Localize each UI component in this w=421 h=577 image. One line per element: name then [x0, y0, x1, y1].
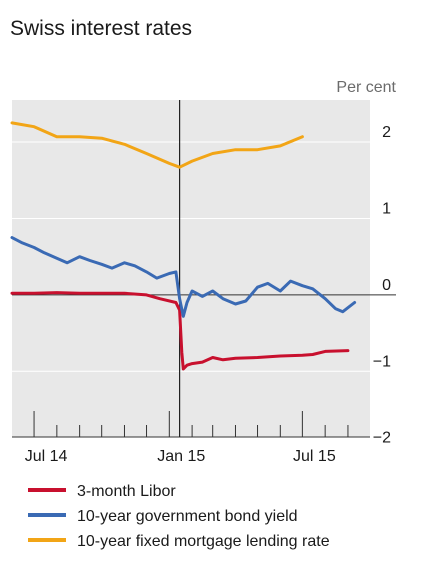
legend-label-bond-yield: 10-year government bond yield: [77, 508, 298, 525]
plot-area: [12, 100, 370, 437]
x-axis: Jul 14 Jan 15 Jul 15: [12, 411, 370, 465]
x-tick-label: Jul 14: [25, 448, 68, 465]
y-tick-label: −2: [373, 430, 391, 447]
legend-label-mortgage: 10-year fixed mortgage lending rate: [77, 533, 330, 550]
series-line-10-year-fixed-mortgage-lending-rate: [10, 121, 304, 169]
series-lines: [10, 121, 357, 371]
y-tick-label: −1: [373, 353, 391, 370]
series-line-3-month-libor: [10, 291, 350, 371]
series-line-10-year-government-bond-yield: [10, 236, 357, 318]
legend: 3-month Libor 10-year government bond yi…: [28, 483, 330, 550]
y-tick-label: 0: [382, 277, 391, 294]
chart-title: Swiss interest rates: [10, 17, 192, 40]
y-tick-label: 2: [382, 124, 391, 141]
unit-label: Per cent: [336, 79, 396, 96]
x-tick-label: Jul 15: [293, 448, 336, 465]
y-tick-label: 1: [382, 200, 391, 217]
y-tick-labels: 2 1 0 −1 −2: [373, 124, 391, 447]
legend-label-libor: 3-month Libor: [77, 483, 176, 500]
x-tick-label: Jan 15: [157, 448, 205, 465]
